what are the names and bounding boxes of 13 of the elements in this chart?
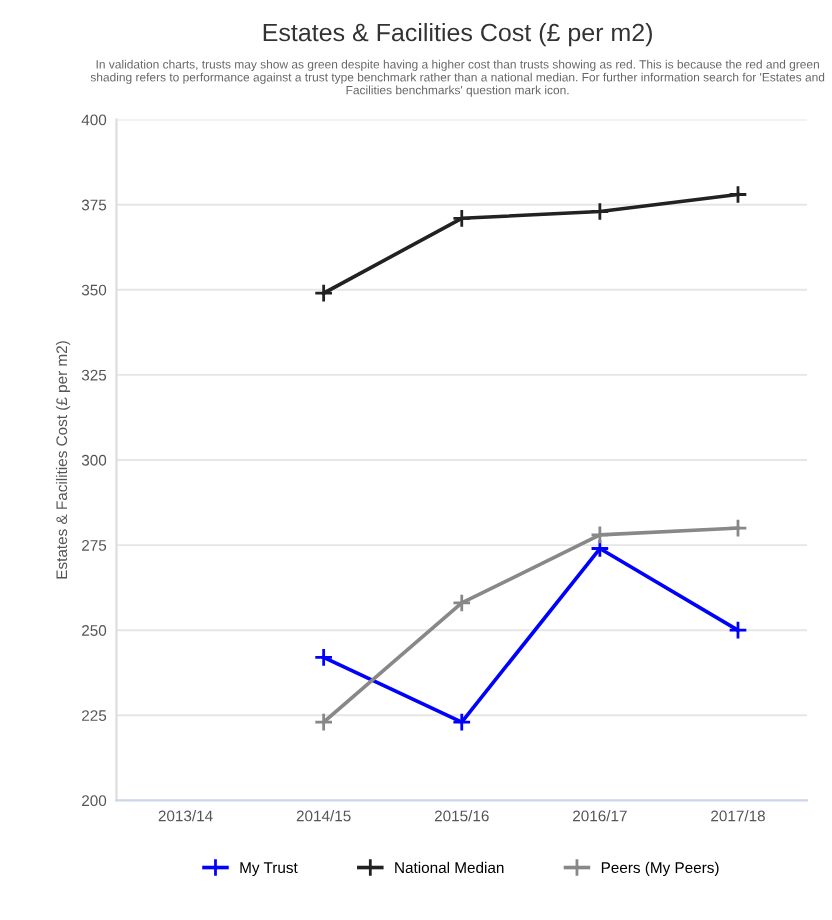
point: [452, 593, 472, 613]
point: [590, 201, 610, 222]
point: [452, 712, 472, 732]
point: [590, 525, 610, 545]
point: [452, 208, 472, 229]
point: [590, 538, 610, 559]
point: [728, 620, 748, 640]
point: [313, 712, 334, 732]
point: [728, 518, 748, 538]
chart-title: Estates & Facilities Cost (£ per m2): [263, 23, 652, 47]
point: [313, 647, 334, 668]
point: [728, 184, 748, 205]
point: [313, 283, 334, 303]
